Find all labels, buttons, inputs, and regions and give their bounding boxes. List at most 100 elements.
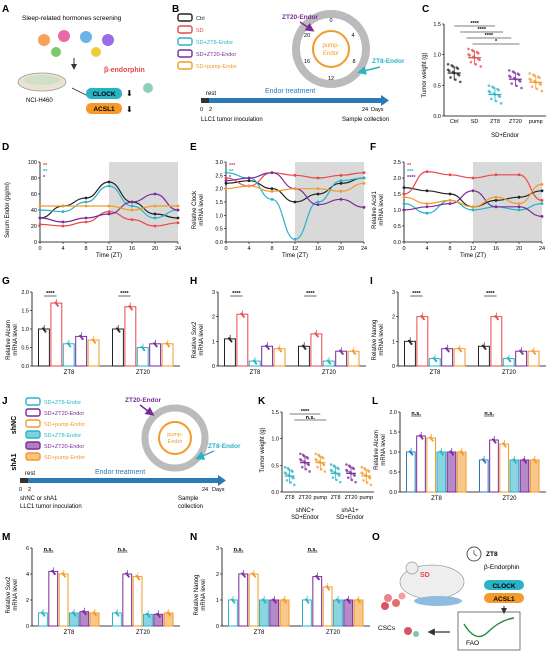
panel-o: O ZT8 β-Endorphin SD CLOCK ACSL1 CSCs FA…	[372, 532, 524, 651]
y-tick-label: 0.5	[271, 463, 279, 469]
bar	[228, 599, 238, 627]
bar	[519, 459, 530, 493]
y-tick-label: 40	[31, 208, 37, 214]
data-point	[470, 48, 474, 52]
panel-letter: K	[258, 396, 266, 407]
panel-n: N Relative Nanog mRNA level 0 1 2 3 ZT8 n.s. Z…	[190, 532, 370, 636]
panel-letter: A	[2, 4, 9, 15]
data-point	[251, 572, 254, 575]
zt20-label: ZT20-Endor	[125, 397, 162, 404]
x-group-label: ZT20	[136, 370, 151, 376]
series-point	[402, 195, 406, 199]
data-point	[366, 469, 370, 472]
data-point	[523, 459, 526, 463]
series-point	[84, 216, 88, 220]
significance-marker: ****	[470, 21, 479, 27]
panel-a: A Sleep-related hormones screening NCI-H…	[2, 4, 153, 114]
bar	[124, 306, 137, 367]
series-point	[270, 187, 274, 191]
data-point	[166, 343, 169, 346]
data-point	[147, 614, 150, 617]
data-point	[241, 314, 244, 317]
series-point	[448, 202, 452, 206]
bar	[38, 328, 50, 367]
legend-swatch	[25, 452, 41, 461]
data-point	[272, 598, 275, 601]
data-point	[232, 599, 235, 603]
data-point	[536, 75, 540, 79]
series-point	[153, 224, 157, 228]
bar	[436, 451, 447, 493]
data-point	[540, 89, 544, 93]
data-point	[538, 82, 541, 85]
data-point	[305, 455, 309, 459]
series-point	[471, 176, 475, 180]
y-axis-label: Relative Nanog	[372, 319, 378, 360]
data-point	[502, 442, 505, 445]
data-point	[494, 441, 497, 444]
data-point	[300, 465, 304, 469]
data-point	[339, 349, 342, 352]
bar	[416, 435, 426, 493]
panel-h: H Relative Sox2 mRNA level 0 1 2 3 ZT8 **** ZT…	[190, 276, 366, 376]
bar	[224, 338, 236, 367]
data-point	[51, 569, 54, 573]
cells-icon	[24, 75, 60, 85]
data-point	[348, 601, 351, 604]
data-point	[81, 337, 84, 340]
data-point	[316, 465, 319, 469]
data-point	[482, 459, 486, 463]
data-point	[420, 315, 423, 318]
y-axis-label-2: mRNA level	[201, 579, 207, 610]
data-point	[136, 576, 139, 579]
y-axis-label-2: mRNA level	[379, 324, 385, 355]
y-tick-label: 0.0	[271, 490, 279, 496]
series-point	[176, 204, 180, 208]
gene-label: ACSL1	[93, 106, 115, 113]
bar	[259, 599, 269, 627]
inoculation-label-2: LLC1 tumor inoculation	[20, 504, 82, 510]
data-point	[255, 362, 258, 365]
data-point	[367, 475, 371, 479]
data-point	[148, 615, 151, 618]
data-point	[469, 60, 473, 64]
x-tick-label: 16	[493, 246, 499, 252]
data-point	[459, 450, 462, 453]
data-point	[84, 613, 87, 616]
data-point	[512, 458, 515, 461]
data-point	[253, 360, 257, 364]
x-axis-label: Time (ZT)	[460, 253, 486, 259]
data-point	[80, 336, 83, 339]
data-point	[462, 453, 465, 456]
timeline-tick: 2	[209, 107, 212, 113]
significance-marker: n.s.	[308, 547, 318, 553]
zt8-label: ZT8	[486, 551, 498, 558]
bar	[48, 570, 59, 627]
bar	[136, 347, 149, 367]
data-point	[451, 70, 455, 74]
data-point	[165, 342, 168, 345]
series-point	[339, 173, 343, 177]
series-point	[107, 184, 111, 188]
data-point	[357, 599, 360, 603]
y-axis-label-2: mRNA level	[13, 579, 19, 610]
data-point	[346, 476, 350, 480]
series-point	[270, 197, 274, 201]
y-tick-label: 1.5	[389, 430, 397, 436]
data-point	[156, 612, 159, 615]
data-point	[533, 79, 536, 83]
data-point	[299, 458, 302, 461]
data-point	[253, 575, 257, 578]
data-point	[435, 360, 438, 363]
cell-icon	[392, 599, 400, 607]
bar	[446, 451, 457, 493]
data-point	[421, 437, 424, 440]
data-point	[337, 473, 340, 476]
series-point	[448, 192, 452, 196]
data-point	[229, 338, 232, 341]
data-point	[524, 461, 528, 464]
data-point	[316, 576, 319, 579]
data-point	[484, 347, 487, 350]
series-point	[224, 181, 228, 185]
significance-marker: ***	[407, 169, 414, 175]
